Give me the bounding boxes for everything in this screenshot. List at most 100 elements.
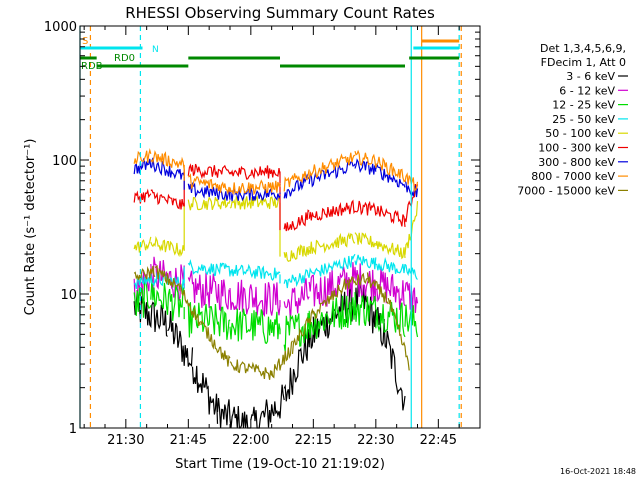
series-line-12-25-kev — [133, 279, 152, 318]
series-line-25-50-kev — [375, 257, 406, 274]
series-line-25-50-kev — [229, 263, 281, 282]
x-tick-label-2: 22:00 — [232, 433, 269, 448]
y-tick-label-3: 1000 — [44, 20, 77, 35]
series-line-100-300-kev — [150, 189, 185, 210]
x-tick-label-0: 21:30 — [107, 433, 144, 448]
flag-label-rd0: RD0 — [114, 53, 135, 64]
series-line-3-6-kev — [191, 365, 219, 424]
x-axis-label: Start Time (19-Oct-10 21:19:02) — [175, 457, 385, 472]
series-line-50-100-kev — [133, 236, 152, 253]
series-line-800-7000-kev — [375, 156, 406, 183]
series-line-7000-15000-kev — [271, 340, 294, 379]
series-line-50-100-kev — [283, 244, 310, 263]
series-line-7000-15000-kev — [387, 297, 410, 371]
series-line-25-50-kev — [283, 269, 310, 289]
marker-layer — [79, 26, 462, 428]
series-line-3-6-kev — [216, 397, 251, 429]
series-line-7000-15000-kev — [366, 272, 389, 305]
series-25-50-kev — [133, 253, 418, 292]
series-line-50-100-kev — [308, 232, 356, 256]
legend-header-line-1: Det 1,3,4,5,6,9, — [540, 42, 626, 55]
legend-label-800-7000-kev: 800 - 7000 keV — [531, 170, 615, 183]
series-300-800-kev — [133, 157, 419, 202]
legend-label-3-6-kev: 3 - 6 keV — [566, 70, 615, 83]
series-line-100-300-kev — [187, 163, 231, 180]
series-line-7000-15000-kev — [229, 359, 273, 380]
series-line-300-800-kev — [187, 181, 231, 201]
series-line-100-300-kev — [133, 188, 152, 204]
series-line-7000-15000-kev — [154, 264, 181, 292]
series-line-6-12-kev — [283, 278, 310, 322]
series-line-800-7000-kev — [354, 149, 377, 168]
series-line-6-12-kev — [375, 267, 406, 310]
series-line-25-50-kev — [133, 274, 152, 290]
legend-label-12-25-kev: 12 - 25 keV — [552, 99, 615, 112]
y-tick-label-2: 100 — [52, 154, 77, 169]
x-tick-label-5: 22:45 — [420, 433, 457, 448]
series-line-3-6-kev — [167, 310, 194, 367]
series-line-300-800-kev — [150, 157, 185, 180]
series-line-12-25-kev — [308, 295, 356, 339]
series-layer — [133, 147, 419, 429]
series-line-25-50-kev — [308, 253, 356, 277]
series-line-100-300-kev — [283, 209, 310, 232]
x-tick-label-3: 22:15 — [295, 433, 332, 448]
series-12-25-kev — [133, 279, 419, 352]
series-line-100-300-kev — [354, 200, 377, 216]
series-line-800-7000-kev — [308, 152, 356, 180]
series-line-300-800-kev — [308, 160, 356, 188]
series-line-6-12-kev — [187, 270, 231, 313]
x-tick-label-4: 22:30 — [357, 433, 394, 448]
series-line-7000-15000-kev — [133, 265, 156, 282]
series-line-3-6-kev — [283, 367, 298, 402]
series-line-25-50-kev — [187, 258, 231, 277]
series-line-800-7000-kev — [283, 169, 310, 192]
series-800-7000-kev — [133, 147, 419, 196]
y-tick-label-0: 1 — [69, 422, 77, 437]
series-line-50-100-kev — [229, 195, 281, 210]
series-line-50-100-kev — [375, 241, 406, 260]
series-line-6-12-kev — [354, 263, 377, 302]
legend-label-100-300-kev: 100 - 300 keV — [538, 142, 615, 155]
series-line-800-7000-kev — [229, 179, 281, 196]
legend-label-7000-15000-kev: 7000 - 15000 keV — [517, 184, 615, 197]
series-line-12-25-kev — [354, 292, 377, 326]
series-line-7000-15000-kev — [200, 319, 231, 367]
axis-layer: 21:30 21:45 22:00 22:15 22:30 22:45 1 10 100 1000 — [44, 20, 481, 448]
series-line-7000-15000-kev — [312, 278, 348, 320]
flag-label-n: N — [152, 45, 159, 55]
series-line-300-800-kev — [133, 157, 152, 175]
flag-label-s: S — [82, 36, 88, 47]
series-line-800-7000-kev — [133, 147, 152, 164]
series-line-7000-15000-kev — [346, 272, 368, 289]
series-line-25-50-kev — [354, 254, 377, 270]
series-50-100-kev — [133, 195, 419, 263]
series-line-7000-15000-kev — [291, 307, 314, 354]
flag-layer: S N RD0 RDB — [80, 36, 460, 72]
timestamp: 16-Oct-2021 18:48 — [560, 467, 636, 476]
series-line-50-100-kev — [187, 196, 231, 211]
series-line-50-100-kev — [354, 232, 376, 248]
series-line-300-800-kev — [229, 186, 281, 202]
series-line-12-25-kev — [229, 308, 281, 345]
series-line-300-800-kev — [375, 163, 406, 188]
legend-label-25-50-kev: 25 - 50 keV — [552, 113, 615, 126]
series-line-3-6-kev — [312, 290, 343, 343]
series-line-3-6-kev — [250, 384, 285, 429]
legend-label-6-12-kev: 6 - 12 keV — [559, 84, 615, 97]
series-line-25-50-kev — [150, 271, 185, 292]
series-line-800-7000-kev — [188, 173, 231, 196]
series-line-3-6-kev — [383, 323, 406, 411]
plot-frame — [79, 25, 481, 429]
series-line-100-300-kev — [229, 165, 281, 180]
flag-label-rdb: RDB — [81, 61, 103, 72]
series-line-100-300-kev — [308, 199, 356, 221]
x-tick-label-1: 21:45 — [170, 433, 207, 448]
legend-label-300-800-kev: 300 - 800 keV — [538, 156, 615, 169]
chart-title: RHESSI Observing Summary Count Rates — [125, 4, 435, 22]
legend-header-line-2: FDecim 1, Att 0 — [541, 56, 626, 69]
series-line-100-300-kev — [375, 205, 406, 227]
series-line-300-800-kev — [354, 158, 377, 175]
y-axis-label: Count Rate (s⁻¹ detector⁻¹) — [23, 139, 38, 316]
